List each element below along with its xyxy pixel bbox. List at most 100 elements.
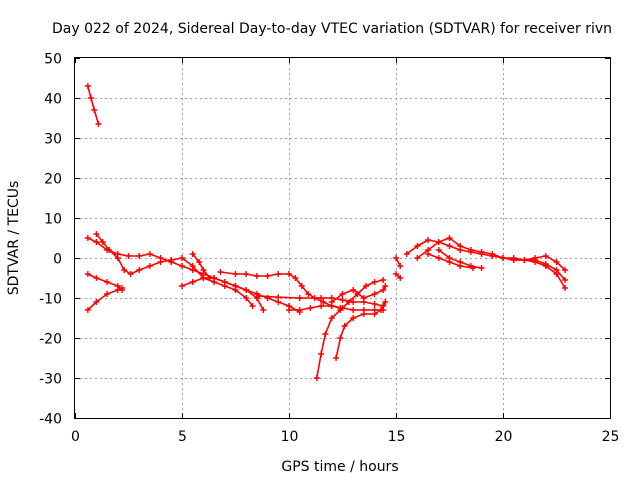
data-point [264,273,271,279]
data-point [414,243,421,249]
data-point [196,259,203,265]
y-tick-label: -30 [39,372,62,388]
series-track-7 [189,251,213,281]
data-point [286,271,292,277]
series-track-12 [333,299,389,361]
data-point [553,271,560,277]
data-point [313,375,320,381]
data-point [397,263,404,269]
series-track-4 [84,271,126,293]
data-point [114,255,121,261]
series-track-19 [435,247,485,271]
trace-line [191,253,211,279]
data-point [414,255,421,261]
data-point [84,307,91,313]
data-point [341,323,348,329]
chart-title: Day 022 of 2024, Sidereal Day-to-day VTE… [52,21,612,37]
data-point [217,269,224,275]
data-point [296,295,303,301]
data-point [521,257,528,263]
data-point [371,279,378,285]
data-point [378,307,385,313]
data-point [232,271,239,277]
data-point [393,271,399,277]
series-track-11 [313,277,387,381]
data-point [500,255,506,261]
trace-line [315,279,385,379]
data-point [253,273,260,279]
data-point [232,283,239,289]
data-point [360,295,367,301]
data-point [478,265,485,271]
data-point [350,307,357,313]
data-point [397,275,404,281]
data-point [382,299,389,305]
y-tick-label: -40 [39,412,62,428]
y-tick-label: -20 [39,332,62,348]
data-point [371,291,378,297]
data-point [95,121,102,127]
data-point [298,283,305,289]
x-tick-label: 5 [178,429,187,445]
data-point [275,271,282,277]
y-tick-label: 10 [44,212,62,228]
data-point [318,303,325,309]
y-tick-label: 0 [53,252,62,268]
data-point [435,239,442,245]
series-track-14 [393,271,404,281]
x-tick-label: 10 [281,429,299,445]
plot-frame [74,57,611,419]
data-point [457,259,464,265]
y-tick-label: -10 [39,292,62,308]
data-point [562,277,569,283]
data-point [350,315,357,321]
data-point [542,253,549,259]
data-point [425,237,432,243]
data-point [93,275,100,281]
data-point [296,307,303,313]
data-point [275,294,282,301]
data-point [260,307,267,313]
data-point [119,287,126,293]
data-point [99,239,106,245]
data-point [318,295,325,301]
data-series [84,83,569,381]
data-point [88,95,95,101]
data-point [345,299,352,305]
data-point [91,107,98,113]
data-point [337,307,344,313]
data-point [380,277,387,283]
x-tick-label: 0 [71,429,80,445]
trace-line [87,85,100,125]
data-point [435,255,442,261]
data-point [243,295,250,301]
data-point [350,287,357,293]
x-axis-label: GPS time / hours [281,459,398,475]
data-point [320,299,327,305]
grid-lines [75,58,610,418]
data-point [532,255,539,261]
series-track-9 [256,293,387,309]
data-point [446,235,453,241]
data-point [292,275,299,281]
trace-line [258,295,385,307]
x-tick-label: 15 [388,429,406,445]
data-point [328,299,335,305]
data-point [243,271,250,277]
data-point [403,251,410,257]
data-point [339,291,346,297]
data-point [339,297,346,303]
data-point [136,253,143,259]
data-point [93,299,100,305]
y-tick-label: 40 [44,92,62,108]
data-point [337,335,344,341]
data-point [489,251,496,257]
data-point [382,283,389,289]
data-point [127,271,134,277]
data-point [467,263,474,269]
y-tick-label: 30 [44,132,62,148]
data-point [200,267,207,273]
axis-ticks: 0 5 10 15 20 25 -40 -30 -20 -10 0 10 20 30 40 50 [39,52,619,446]
data-point [84,271,91,277]
